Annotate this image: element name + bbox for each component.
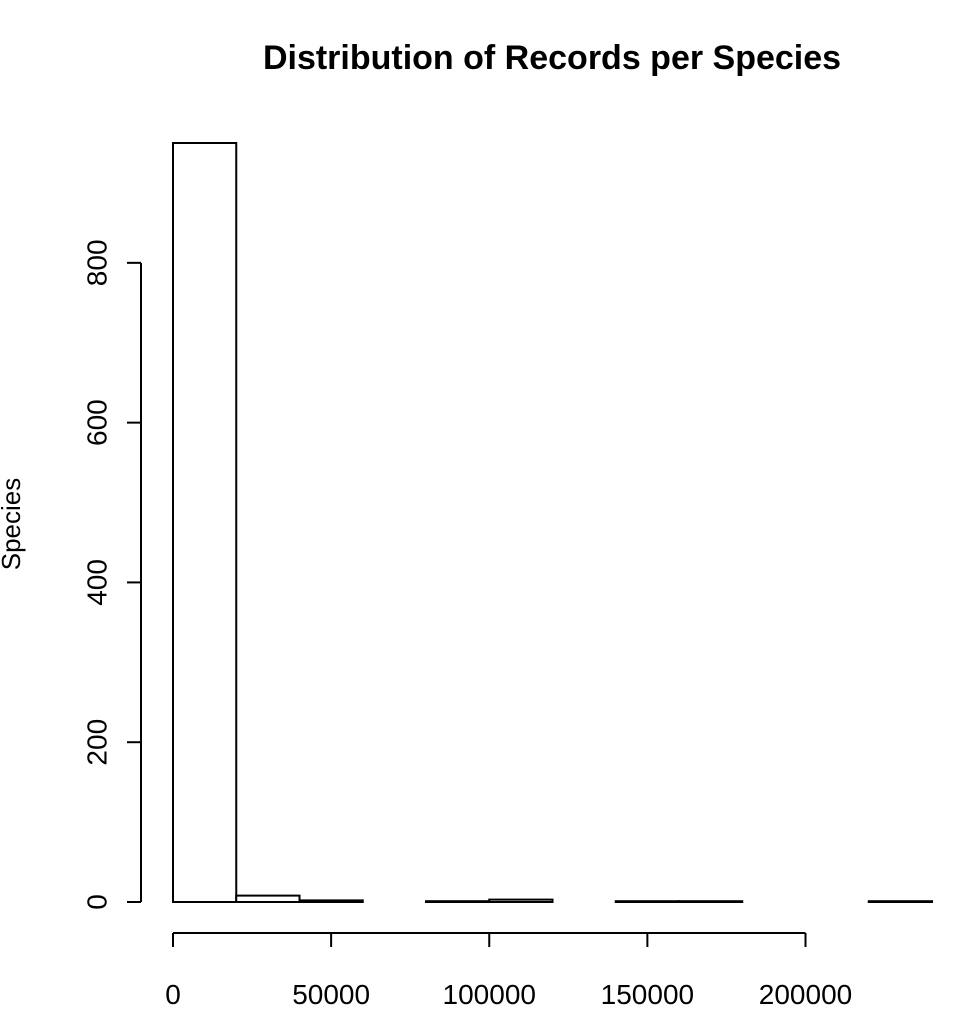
y-tick-label: 800 [82,239,113,286]
x-tick-label: 100000 [443,979,536,1006]
x-tick-label: 200000 [759,979,852,1006]
y-axis-label: Species [0,478,26,571]
chart-title: Distribution of Records per Species [263,39,841,77]
histogram-bar-8 [678,900,744,903]
x-tick-label: 0 [165,979,181,1006]
y-tick-label: 400 [82,559,113,606]
x-tick-label: 50000 [292,979,370,1006]
x-tick-label: 150000 [601,979,694,1006]
y-axis: 0 200 400 600 800 [82,239,142,910]
x-axis: 0 50000 100000 150000 200000 [165,932,852,1010]
histogram-bar-2 [298,899,364,903]
y-tick-label: 0 [82,894,113,910]
histogram-bar-1 [235,894,301,903]
y-tick-label: 600 [82,399,113,446]
bars-group [172,142,933,903]
y-tick-label: 200 [82,719,113,766]
histogram-bar-0 [172,142,238,903]
histogram-bar-11 [867,900,933,903]
histogram-bar-7 [614,900,680,903]
histogram-bar-5 [488,898,554,903]
histogram-bar-4 [425,900,491,903]
